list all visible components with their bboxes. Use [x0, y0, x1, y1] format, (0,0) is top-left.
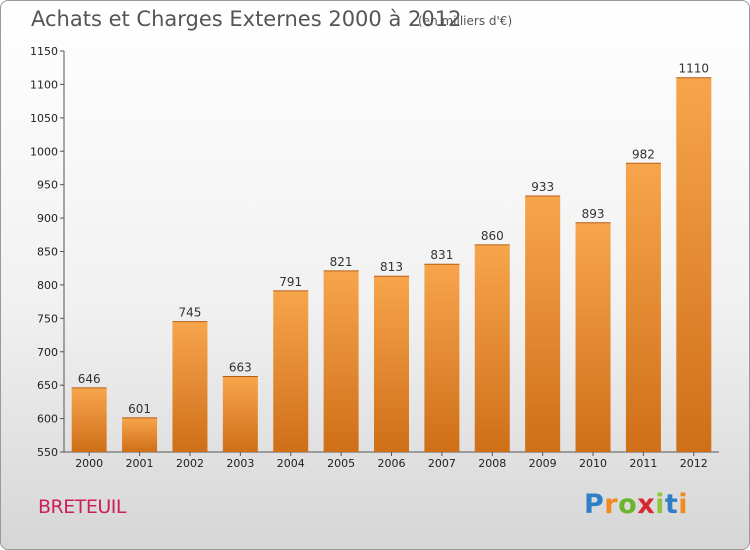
bar — [323, 270, 359, 452]
bar — [172, 321, 208, 452]
bar — [122, 417, 158, 452]
y-tick-label: 900 — [37, 212, 58, 225]
data-label: 1110 — [679, 62, 710, 76]
y-tick-label: 550 — [37, 446, 58, 459]
y-tick-label: 800 — [37, 279, 58, 292]
bar — [575, 222, 611, 452]
y-tick-label: 750 — [37, 312, 58, 325]
data-label: 860 — [481, 229, 504, 243]
data-label: 663 — [229, 360, 252, 374]
x-tick-label: 2002 — [176, 457, 204, 470]
y-tick-label: 1150 — [30, 45, 58, 58]
logo-letter: x — [637, 489, 656, 520]
chart-title: Achats et Charges Externes 2000 à 2012 — [31, 7, 462, 31]
x-tick-label: 2005 — [327, 457, 355, 470]
y-tick-label: 1100 — [30, 78, 58, 91]
x-tick-label: 2012 — [680, 457, 708, 470]
data-label: 791 — [279, 275, 302, 289]
logo-letter: o — [618, 489, 638, 520]
y-tick-label: 650 — [37, 379, 58, 392]
x-tick-label: 2003 — [226, 457, 254, 470]
bar — [71, 387, 107, 452]
logo-letter: P — [584, 489, 605, 520]
proxiti-logo: Proxiti — [584, 489, 688, 520]
bar — [676, 77, 712, 452]
y-tick-label: 1000 — [30, 145, 58, 158]
x-tick-label: 2006 — [378, 457, 406, 470]
y-tick-label: 1050 — [30, 112, 58, 125]
y-tick-label: 700 — [37, 346, 58, 359]
bar — [424, 264, 460, 452]
y-tick-label: 850 — [37, 246, 58, 259]
data-label: 933 — [531, 180, 554, 194]
x-tick-label: 2000 — [75, 457, 103, 470]
logo-letter: t — [664, 489, 679, 520]
x-tick-label: 2010 — [579, 457, 607, 470]
bar — [273, 290, 309, 452]
bar — [374, 276, 409, 452]
x-tick-label: 2008 — [478, 457, 506, 470]
x-tick-label: 2004 — [277, 457, 305, 470]
data-label: 745 — [179, 306, 202, 320]
location-label: BRETEUIL — [38, 496, 126, 518]
data-label: 893 — [582, 207, 605, 221]
x-tick-label: 2001 — [126, 457, 154, 470]
x-tick-label: 2007 — [428, 457, 456, 470]
logo-letter: i — [655, 489, 665, 520]
data-label: 646 — [78, 372, 101, 386]
bar — [474, 244, 510, 452]
bar — [625, 163, 661, 452]
logo-letter: r — [604, 489, 619, 520]
x-tick-label: 2009 — [529, 457, 557, 470]
bar — [222, 376, 258, 452]
bar — [525, 196, 561, 452]
chart-subtitle: (en milliers d'€) — [418, 14, 513, 28]
data-label: 601 — [128, 402, 151, 416]
data-label: 831 — [430, 248, 453, 262]
data-label: 982 — [632, 147, 655, 161]
data-label: 813 — [380, 260, 403, 274]
x-tick-label: 2011 — [629, 457, 657, 470]
y-tick-label: 950 — [37, 179, 58, 192]
y-tick-label: 600 — [37, 413, 58, 426]
logo-letter: i — [678, 489, 689, 520]
data-label: 821 — [330, 255, 353, 269]
